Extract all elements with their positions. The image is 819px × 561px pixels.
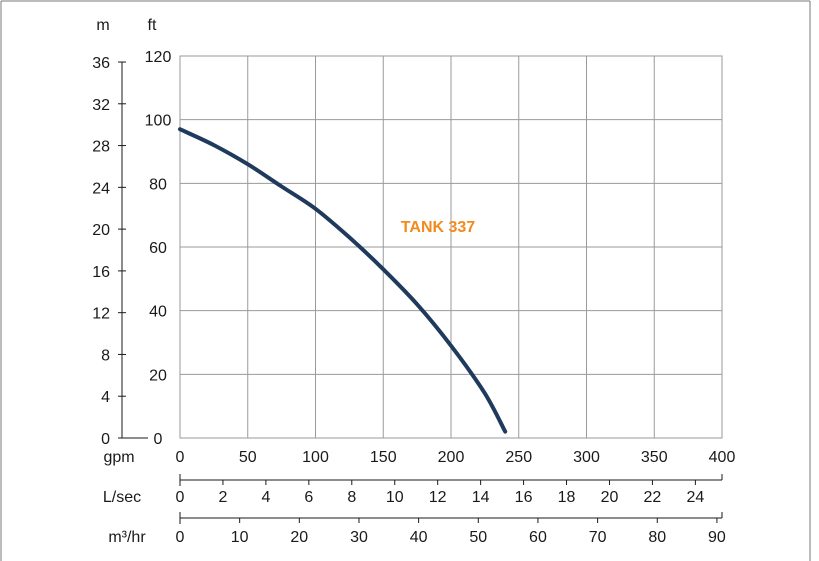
gpm-tick-label: 200 — [438, 449, 465, 466]
ft-tick-label: 40 — [149, 304, 167, 321]
ft-axis-title: ft — [148, 17, 157, 34]
m-axis-title: m — [96, 17, 109, 34]
ft-tick-label: 80 — [149, 176, 167, 193]
ft-tick-label: 100 — [145, 113, 172, 130]
gpm-tick-label: 250 — [505, 449, 532, 466]
m3hr-tick-label: 70 — [589, 529, 607, 546]
m3hr-tick-label: 10 — [231, 529, 249, 546]
ft-tick-label: 120 — [145, 49, 172, 66]
m-tick-label: 12 — [92, 306, 110, 323]
ft-tick-label: 60 — [149, 240, 167, 257]
m3hr-tick-label: 90 — [708, 529, 726, 546]
gpm-tick-label: 0 — [176, 449, 185, 466]
gpm-tick-label: 100 — [302, 449, 329, 466]
m3hr-axis-title: m³/hr — [108, 529, 146, 546]
gpm-tick-label: 50 — [239, 449, 257, 466]
lsec-tick-label: 6 — [304, 489, 313, 506]
lsec-tick-label: 14 — [472, 489, 490, 506]
m3hr-tick-label: 50 — [469, 529, 487, 546]
gpm-tick-label: 300 — [573, 449, 600, 466]
m3hr-tick-label: 80 — [648, 529, 666, 546]
m3hr-tick-label: 20 — [290, 529, 308, 546]
series-label-tank-337: TANK 337 — [401, 219, 475, 236]
lsec-tick-label: 16 — [515, 489, 533, 506]
m3hr-tick-label: 30 — [350, 529, 368, 546]
ft-tick-label: 0 — [154, 431, 163, 448]
m-tick-label: 28 — [92, 139, 110, 156]
m3hr-tick-label: 40 — [410, 529, 428, 546]
gpm-axis-title: gpm — [103, 449, 134, 466]
m-tick-label: 16 — [92, 264, 110, 281]
gpm-tick-label: 350 — [641, 449, 668, 466]
m-tick-label: 4 — [101, 389, 110, 406]
gpm-tick-label: 150 — [370, 449, 397, 466]
lsec-tick-label: 22 — [644, 489, 662, 506]
lsec-tick-label: 20 — [601, 489, 619, 506]
lsec-tick-label: 18 — [558, 489, 576, 506]
m-tick-label: 0 — [101, 431, 110, 448]
ft-tick-label: 20 — [149, 367, 167, 384]
m-tick-label: 32 — [92, 97, 110, 114]
m-tick-label: 8 — [101, 347, 110, 364]
m-tick-label: 20 — [92, 222, 110, 239]
series-line-tank-337 — [178, 127, 508, 434]
lsec-tick-label: 24 — [686, 489, 704, 506]
grid — [179, 55, 723, 439]
lsec-tick-label: 12 — [429, 489, 447, 506]
lsec-tick-label: 8 — [347, 489, 356, 506]
gpm-tick-label: 400 — [709, 449, 736, 466]
lsec-tick-label: 2 — [218, 489, 227, 506]
m3hr-tick-label: 0 — [176, 529, 185, 546]
lsec-tick-label: 10 — [386, 489, 404, 506]
m-tick-label: 24 — [92, 180, 110, 197]
lsec-axis-title: L/sec — [103, 489, 141, 506]
lsec-tick-label: 0 — [176, 489, 185, 506]
series — [178, 127, 508, 434]
m3hr-tick-label: 60 — [529, 529, 547, 546]
m-tick-label: 36 — [92, 55, 110, 72]
lsec-tick-label: 4 — [261, 489, 270, 506]
